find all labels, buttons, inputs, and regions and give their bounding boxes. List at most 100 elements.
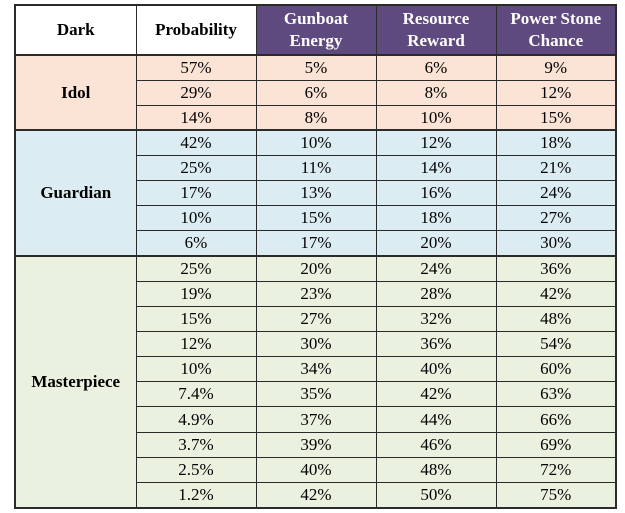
table-cell: 30% [255, 331, 377, 358]
table-body: Idol 57% 5% 6% 9% 29% 6% 8% 12% 14% 8% 10% 15% Guardi… [14, 53, 617, 509]
table-cell: 54% [495, 331, 617, 358]
table-cell: 7.4% [135, 381, 257, 408]
table-cell: 9% [495, 53, 617, 81]
table-cell: 5% [255, 53, 377, 81]
table-cell: 8% [255, 104, 377, 131]
table-row: 12% 30% 36% 54% [15, 331, 617, 358]
table-cell: 35% [255, 381, 377, 408]
table-cell: 42% [255, 481, 377, 509]
table-cell: 42% [375, 381, 497, 408]
table-cell: 24% [495, 180, 617, 207]
header-cell: Power Stone Chance [495, 4, 617, 56]
table-row: 14% 8% 10% 15% [15, 104, 617, 131]
table-cell: 12% [135, 331, 257, 358]
table-cell: 13% [255, 180, 377, 207]
table-row: Guardian 42% 10% 12% 18% [14, 129, 617, 257]
header-cell: Gunboat Energy [255, 4, 377, 56]
table-cell: 57% [135, 53, 257, 81]
table-cell: 25% [135, 255, 257, 282]
table-cell: 75% [495, 481, 617, 509]
table-cell: 20% [375, 230, 497, 257]
table-row: 3.7% 39% 46% 69% [15, 431, 617, 458]
table-cell: 2.5% [135, 456, 257, 483]
table-cell: 17% [135, 180, 257, 207]
table-cell: 14% [375, 155, 497, 182]
header-cell: Resource Reward [375, 4, 497, 56]
table-cell: 21% [495, 155, 617, 182]
table-cell: 19% [135, 280, 257, 307]
table-cell: 40% [375, 356, 497, 383]
table-cell: 10% [135, 356, 257, 383]
table-row: 2.5% 40% 48% 72% [15, 456, 617, 483]
table-cell: 42% [495, 280, 617, 307]
table-cell: 18% [375, 205, 497, 232]
table-cell: 16% [375, 180, 497, 207]
table-cell: 37% [255, 406, 377, 433]
table-cell: 20% [255, 255, 377, 282]
table-row: 4.9% 37% 44% 66% [15, 406, 617, 433]
table-row: 6% 17% 20% 30% [15, 230, 617, 257]
header-cell: Probability [135, 4, 257, 56]
table-cell: 12% [495, 79, 617, 106]
table-cell: 72% [495, 456, 617, 483]
table-cell: 10% [375, 104, 497, 131]
table-row: 25% 11% 14% 21% [15, 155, 617, 182]
table-row: 17% 13% 16% 24% [15, 180, 617, 207]
table-cell: 46% [375, 431, 497, 458]
table-row: 1.2% 42% 50% 75% [15, 481, 617, 509]
table-cell: 1.2% [135, 481, 257, 509]
table-cell: 6% [255, 79, 377, 106]
table-cell: 36% [495, 255, 617, 282]
table-cell: 39% [255, 431, 377, 458]
table-cell: 60% [495, 356, 617, 383]
table-cell: 8% [375, 79, 497, 106]
header-cell: Dark [14, 4, 137, 56]
table-row: 19% 23% 28% 42% [15, 280, 617, 307]
table-cell: 4.9% [135, 406, 257, 433]
table-cell: 12% [375, 129, 497, 157]
table-cell: 15% [255, 205, 377, 232]
table-cell: 18% [495, 129, 617, 157]
table-cell: 48% [375, 456, 497, 483]
table-cell: 17% [255, 230, 377, 257]
table-cell: 23% [255, 280, 377, 307]
table-cell: 6% [375, 53, 497, 81]
table-row: Masterpiece 25% 20% 24% 36% [14, 255, 617, 509]
table-cell: 10% [255, 129, 377, 157]
group-name: Guardian [14, 129, 137, 257]
table-cell: 3.7% [135, 431, 257, 458]
table-cell: 66% [495, 406, 617, 433]
table-cell: 28% [375, 280, 497, 307]
group-name: Idol [14, 53, 137, 131]
table-cell: 24% [375, 255, 497, 282]
table-cell: 44% [375, 406, 497, 433]
table-row: 15% 27% 32% 48% [15, 305, 617, 333]
header-row: Dark Probability Gunboat Energy Resource… [14, 4, 617, 56]
table-cell: 30% [495, 230, 617, 257]
table-cell: 36% [375, 331, 497, 358]
table-cell: 50% [375, 481, 497, 509]
table-cell: 32% [375, 305, 497, 333]
table-cell: 14% [135, 104, 257, 131]
table-cell: 42% [135, 129, 257, 157]
table-row: 29% 6% 8% 12% [15, 79, 617, 106]
table-cell: 63% [495, 381, 617, 408]
table-cell: 29% [135, 79, 257, 106]
table-cell: 69% [495, 431, 617, 458]
table-cell: 10% [135, 205, 257, 232]
table-row: Idol 57% 5% 6% 9% [14, 53, 617, 131]
table-cell: 40% [255, 456, 377, 483]
table-cell: 6% [135, 230, 257, 257]
group-name: Masterpiece [14, 255, 137, 509]
table-row: 10% 34% 40% 60% [15, 356, 617, 383]
table-cell: 27% [255, 305, 377, 333]
data-table: Dark Probability Gunboat Energy Resource… [14, 4, 617, 509]
table-cell: 25% [135, 155, 257, 182]
table-cell: 34% [255, 356, 377, 383]
table-cell: 15% [495, 104, 617, 131]
table-cell: 15% [135, 305, 257, 333]
table-cell: 11% [255, 155, 377, 182]
table-cell: 27% [495, 205, 617, 232]
table-cell: 48% [495, 305, 617, 333]
